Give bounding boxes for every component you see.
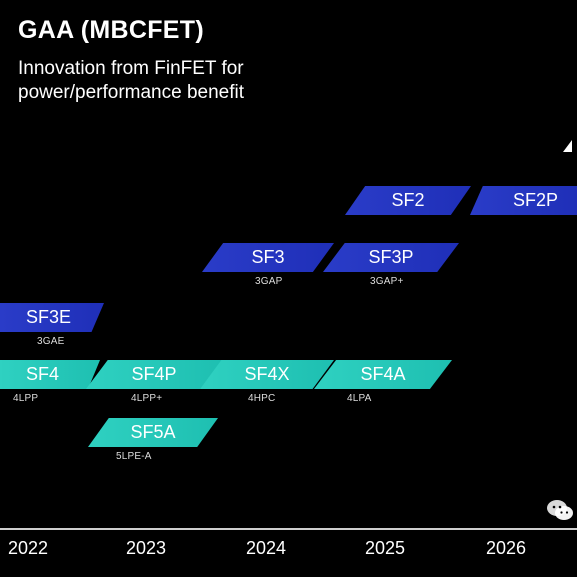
node-sf4p-label: SF4P <box>131 364 177 384</box>
node-sf5a: SF5A <box>88 418 218 447</box>
year-2026: 2026 <box>486 538 527 558</box>
node-sf4x-sub: 4HPC <box>248 393 276 404</box>
year-2022: 2022 <box>8 538 49 558</box>
node-sf3p-label: SF3P <box>368 247 414 267</box>
node-sf5a-sub: 5LPE-A <box>116 451 152 462</box>
node-sf3e-label: SF3E <box>26 307 72 327</box>
node-sf3e-sub: 3GAE <box>37 336 65 347</box>
node-sf3: SF3 <box>202 243 334 272</box>
node-sf4-sub: 4LPP <box>13 393 39 404</box>
node-sf3e: SF3E <box>0 303 104 332</box>
node-sf4x-label: SF4X <box>244 364 290 384</box>
node-sf4p: SF4P <box>86 360 222 389</box>
year-2024: 2024 <box>246 538 287 558</box>
year-2023: 2023 <box>126 538 167 558</box>
timeline-axis <box>0 528 577 530</box>
node-sf4: SF4 <box>0 360 100 389</box>
node-sf4a: SF4A <box>314 360 452 389</box>
node-sf3p-sub: 3GAP+ <box>370 276 404 287</box>
wechat-icon <box>547 500 573 520</box>
page-title: GAA (MBCFET) <box>18 16 204 44</box>
arrow-up-icon <box>563 140 572 152</box>
node-sf4a-sub: 4LPA <box>347 393 372 404</box>
year-2025: 2025 <box>365 538 406 558</box>
node-sf4p-sub: 4LPP+ <box>131 393 163 404</box>
node-sf2p-label: SF2P <box>512 190 559 210</box>
node-sf3-label: SF3 <box>251 247 285 267</box>
node-sf4-label: SF4 <box>26 364 60 384</box>
node-sf2-label: SF2 <box>391 190 425 210</box>
node-sf4a-label: SF4A <box>360 364 406 384</box>
page-subtitle: Innovation from FinFET for power/perform… <box>18 58 245 103</box>
node-sf2: SF2 <box>345 186 471 215</box>
node-sf5a-label: SF5A <box>130 422 176 442</box>
node-sf2p: SF2P <box>470 186 577 215</box>
node-sf3-sub: 3GAP <box>255 276 283 287</box>
node-sf3p: SF3P <box>323 243 459 272</box>
node-sf4x: SF4X <box>200 360 334 389</box>
